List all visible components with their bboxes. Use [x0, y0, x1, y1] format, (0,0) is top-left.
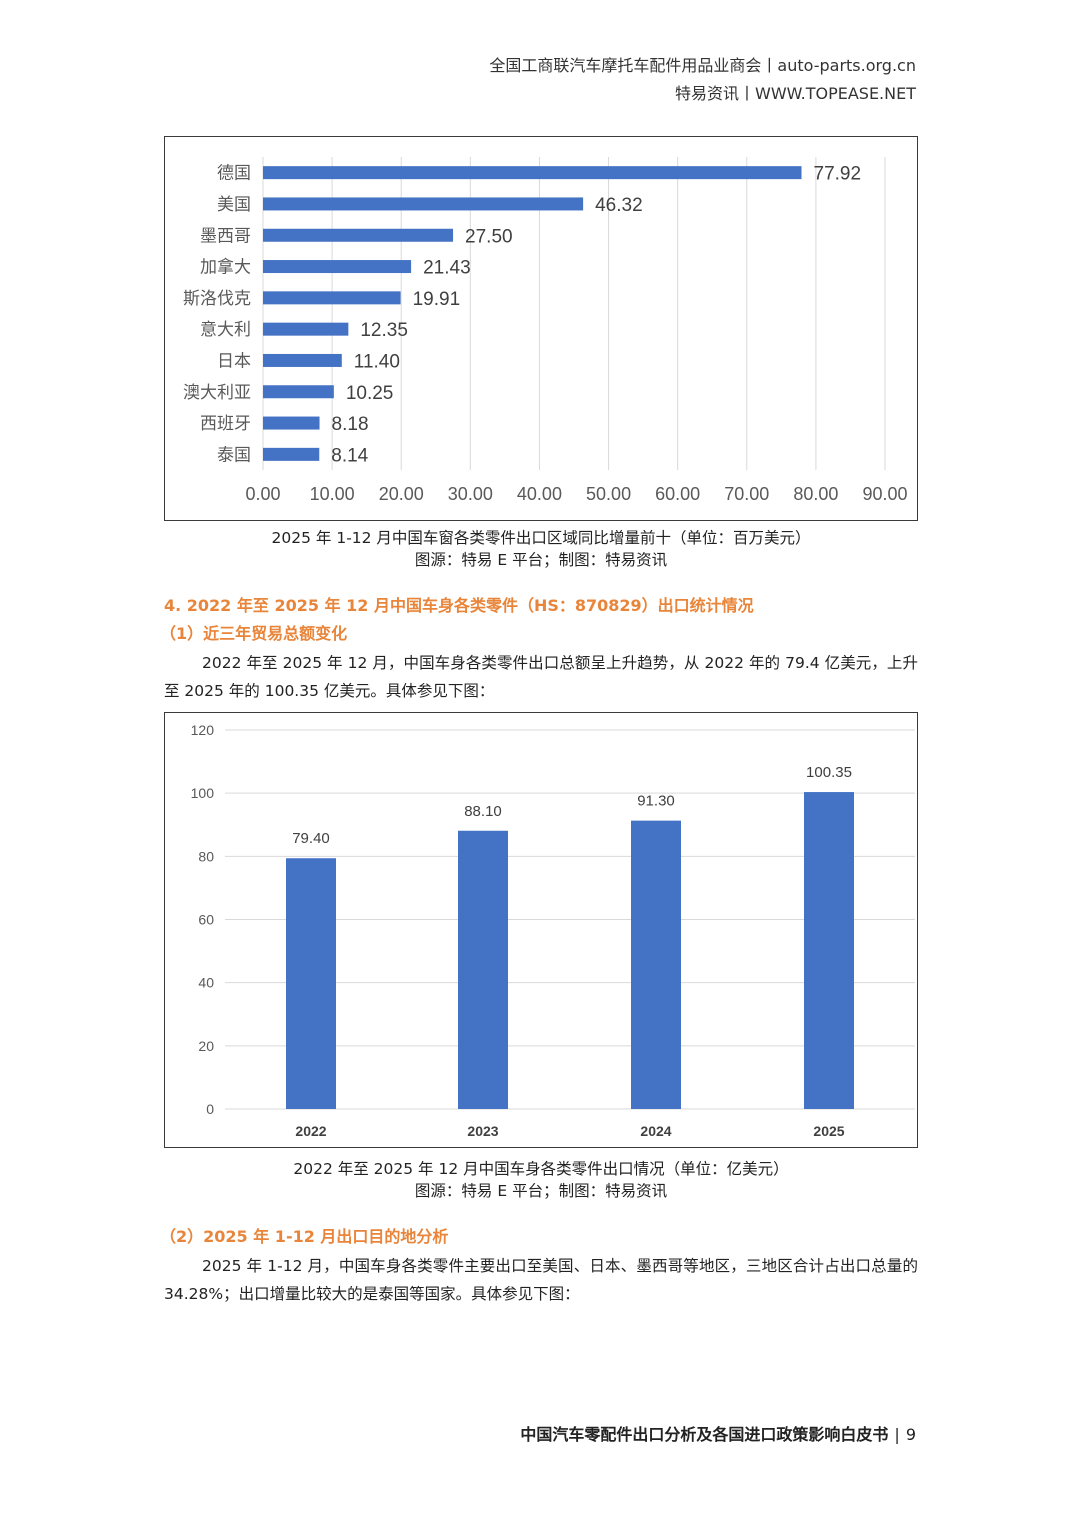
chart2-caption-source: 图源：特易 E 平台；制图：特易资讯 — [414, 1182, 668, 1200]
hbar-category-label: 澳大利亚 — [183, 383, 251, 403]
chart2-caption-title: 2022 年至 2025 年 12 月中国车身各类零件出口情况（单位：亿美元） — [293, 1160, 789, 1178]
hbar-value-label: 27.50 — [465, 226, 513, 247]
hbar-x-tick-label: 30.00 — [448, 484, 493, 504]
vbar-value-label: 100.35 — [806, 764, 852, 781]
hbar-category-label: 加拿大 — [200, 257, 251, 278]
vbar-y-tick-label: 40 — [198, 975, 214, 991]
hbar-value-label: 19.91 — [413, 289, 461, 310]
hbar-chart: 0.00 10.00 20.00 30.00 40.00 50.00 60.00 70.00 8… — [164, 136, 918, 521]
chart1-caption-title: 2025 年 1-12 月中国车窗各类零件出口区域同比增量前十（单位：百万美元） — [271, 529, 811, 547]
paragraph-trade-trend: 2022 年至 2025 年 12 月，中国车身各类零件出口总额呈上升趋势，从 … — [164, 654, 918, 700]
hbar-bar — [263, 166, 802, 180]
hbar-bar — [263, 197, 584, 211]
subsection-1-title: （1）近三年贸易总额变化 — [160, 624, 348, 643]
header-topease-line: 特易资讯丨WWW.TOPEASE.NET — [675, 84, 916, 103]
footer-title: 中国汽车零配件出口分析及各国进口政策影响白皮书 — [520, 1425, 889, 1444]
vbar-y-tick-label: 100 — [191, 785, 215, 801]
header-site-line: 全国工商联汽车摩托车配件用品业商会丨auto-parts.org.cn — [489, 56, 916, 75]
hbar-value-label: 46.32 — [595, 195, 643, 216]
hbar-value-label: 21.43 — [423, 258, 471, 279]
section-4-title: 4. 2022 年至 2025 年 12 月中国车身各类零件（HS：870829… — [164, 596, 754, 615]
hbar-category-label: 墨西哥 — [200, 226, 251, 246]
paragraph-destinations: 2025 年 1-12 月，中国车身各类零件主要出口至美国、日本、墨西哥等地区，… — [164, 1257, 918, 1303]
hbar-x-tick-label: 0.00 — [245, 484, 280, 504]
hbar-x-tick-label: 90.00 — [862, 484, 907, 504]
hbar-bar — [263, 228, 454, 242]
vbar-chart: 0 20 40 60 80 100 120 79.40 2022 88.10 2023 91.30 20… — [164, 712, 918, 1148]
hbar-bar — [263, 291, 401, 305]
vbar-y-tick-label: 60 — [198, 912, 214, 928]
hbar-x-tick-label: 70.00 — [724, 484, 769, 504]
vbar-category-label: 2024 — [640, 1123, 671, 1139]
vbar-y-tick-label: 120 — [191, 722, 215, 738]
hbar-bar — [263, 385, 334, 399]
vbar-category-label: 2022 — [295, 1123, 326, 1139]
hbar-value-label: 12.35 — [360, 320, 408, 341]
hbar-category-label: 西班牙 — [200, 414, 251, 434]
hbar-x-tick-label: 20.00 — [379, 484, 424, 504]
vbar-y-tick-label: 80 — [198, 848, 214, 864]
footer-separator: | — [894, 1425, 900, 1444]
hbar-bar — [263, 260, 412, 274]
hbar-chart-svg: 0.00 10.00 20.00 30.00 40.00 50.00 60.00 70.00 8… — [183, 157, 908, 504]
hbar-bar — [263, 322, 349, 336]
hbar-x-tick-label: 80.00 — [793, 484, 838, 504]
hbar-value-label: 8.18 — [332, 414, 369, 435]
page-number: 9 — [905, 1425, 916, 1444]
hbar-category-label: 泰国 — [217, 445, 251, 465]
vbar-bar — [631, 820, 681, 1109]
vbar-chart-svg: 0 20 40 60 80 100 120 79.40 2022 88.10 2023 91.30 20… — [191, 722, 915, 1139]
hbar-x-tick-label: 50.00 — [586, 484, 631, 504]
vbar-category-label: 2025 — [813, 1123, 844, 1139]
vbar-y-tick-label: 20 — [198, 1038, 214, 1054]
hbar-category-label: 美国 — [217, 195, 251, 215]
hbar-bar — [263, 353, 342, 367]
hbar-category-label: 日本 — [217, 351, 251, 371]
vbar-bar — [458, 830, 508, 1109]
hbar-value-label: 8.14 — [331, 445, 368, 466]
vbar-value-label: 88.10 — [464, 803, 502, 820]
hbar-category-label: 德国 — [217, 164, 251, 184]
hbar-x-tick-label: 10.00 — [310, 484, 355, 504]
chart1-caption-source: 图源：特易 E 平台；制图：特易资讯 — [414, 551, 668, 569]
hbar-value-label: 10.25 — [346, 383, 394, 404]
vbar-bar — [804, 792, 854, 1109]
hbar-category-label: 意大利 — [200, 320, 251, 340]
hbar-category-label: 斯洛伐克 — [183, 289, 251, 309]
subsection-2-title: （2）2025 年 1-12 月出口目的地分析 — [160, 1227, 449, 1246]
hbar-bar — [263, 416, 320, 430]
page-footer: 中国汽车零配件出口分析及各国进口政策影响白皮书 | 9 — [520, 1421, 916, 1445]
hbar-x-tick-label: 60.00 — [655, 484, 700, 504]
vbar-y-tick-label: 0 — [206, 1101, 214, 1117]
hbar-x-tick-label: 40.00 — [517, 484, 562, 504]
vbar-category-label: 2023 — [467, 1123, 498, 1139]
hbar-bar — [263, 447, 320, 461]
vbar-bar — [286, 858, 336, 1109]
vbar-value-label: 91.30 — [637, 793, 675, 810]
vbar-value-label: 79.40 — [292, 830, 330, 847]
hbar-value-label: 77.92 — [814, 164, 862, 185]
hbar-value-label: 11.40 — [354, 351, 400, 372]
